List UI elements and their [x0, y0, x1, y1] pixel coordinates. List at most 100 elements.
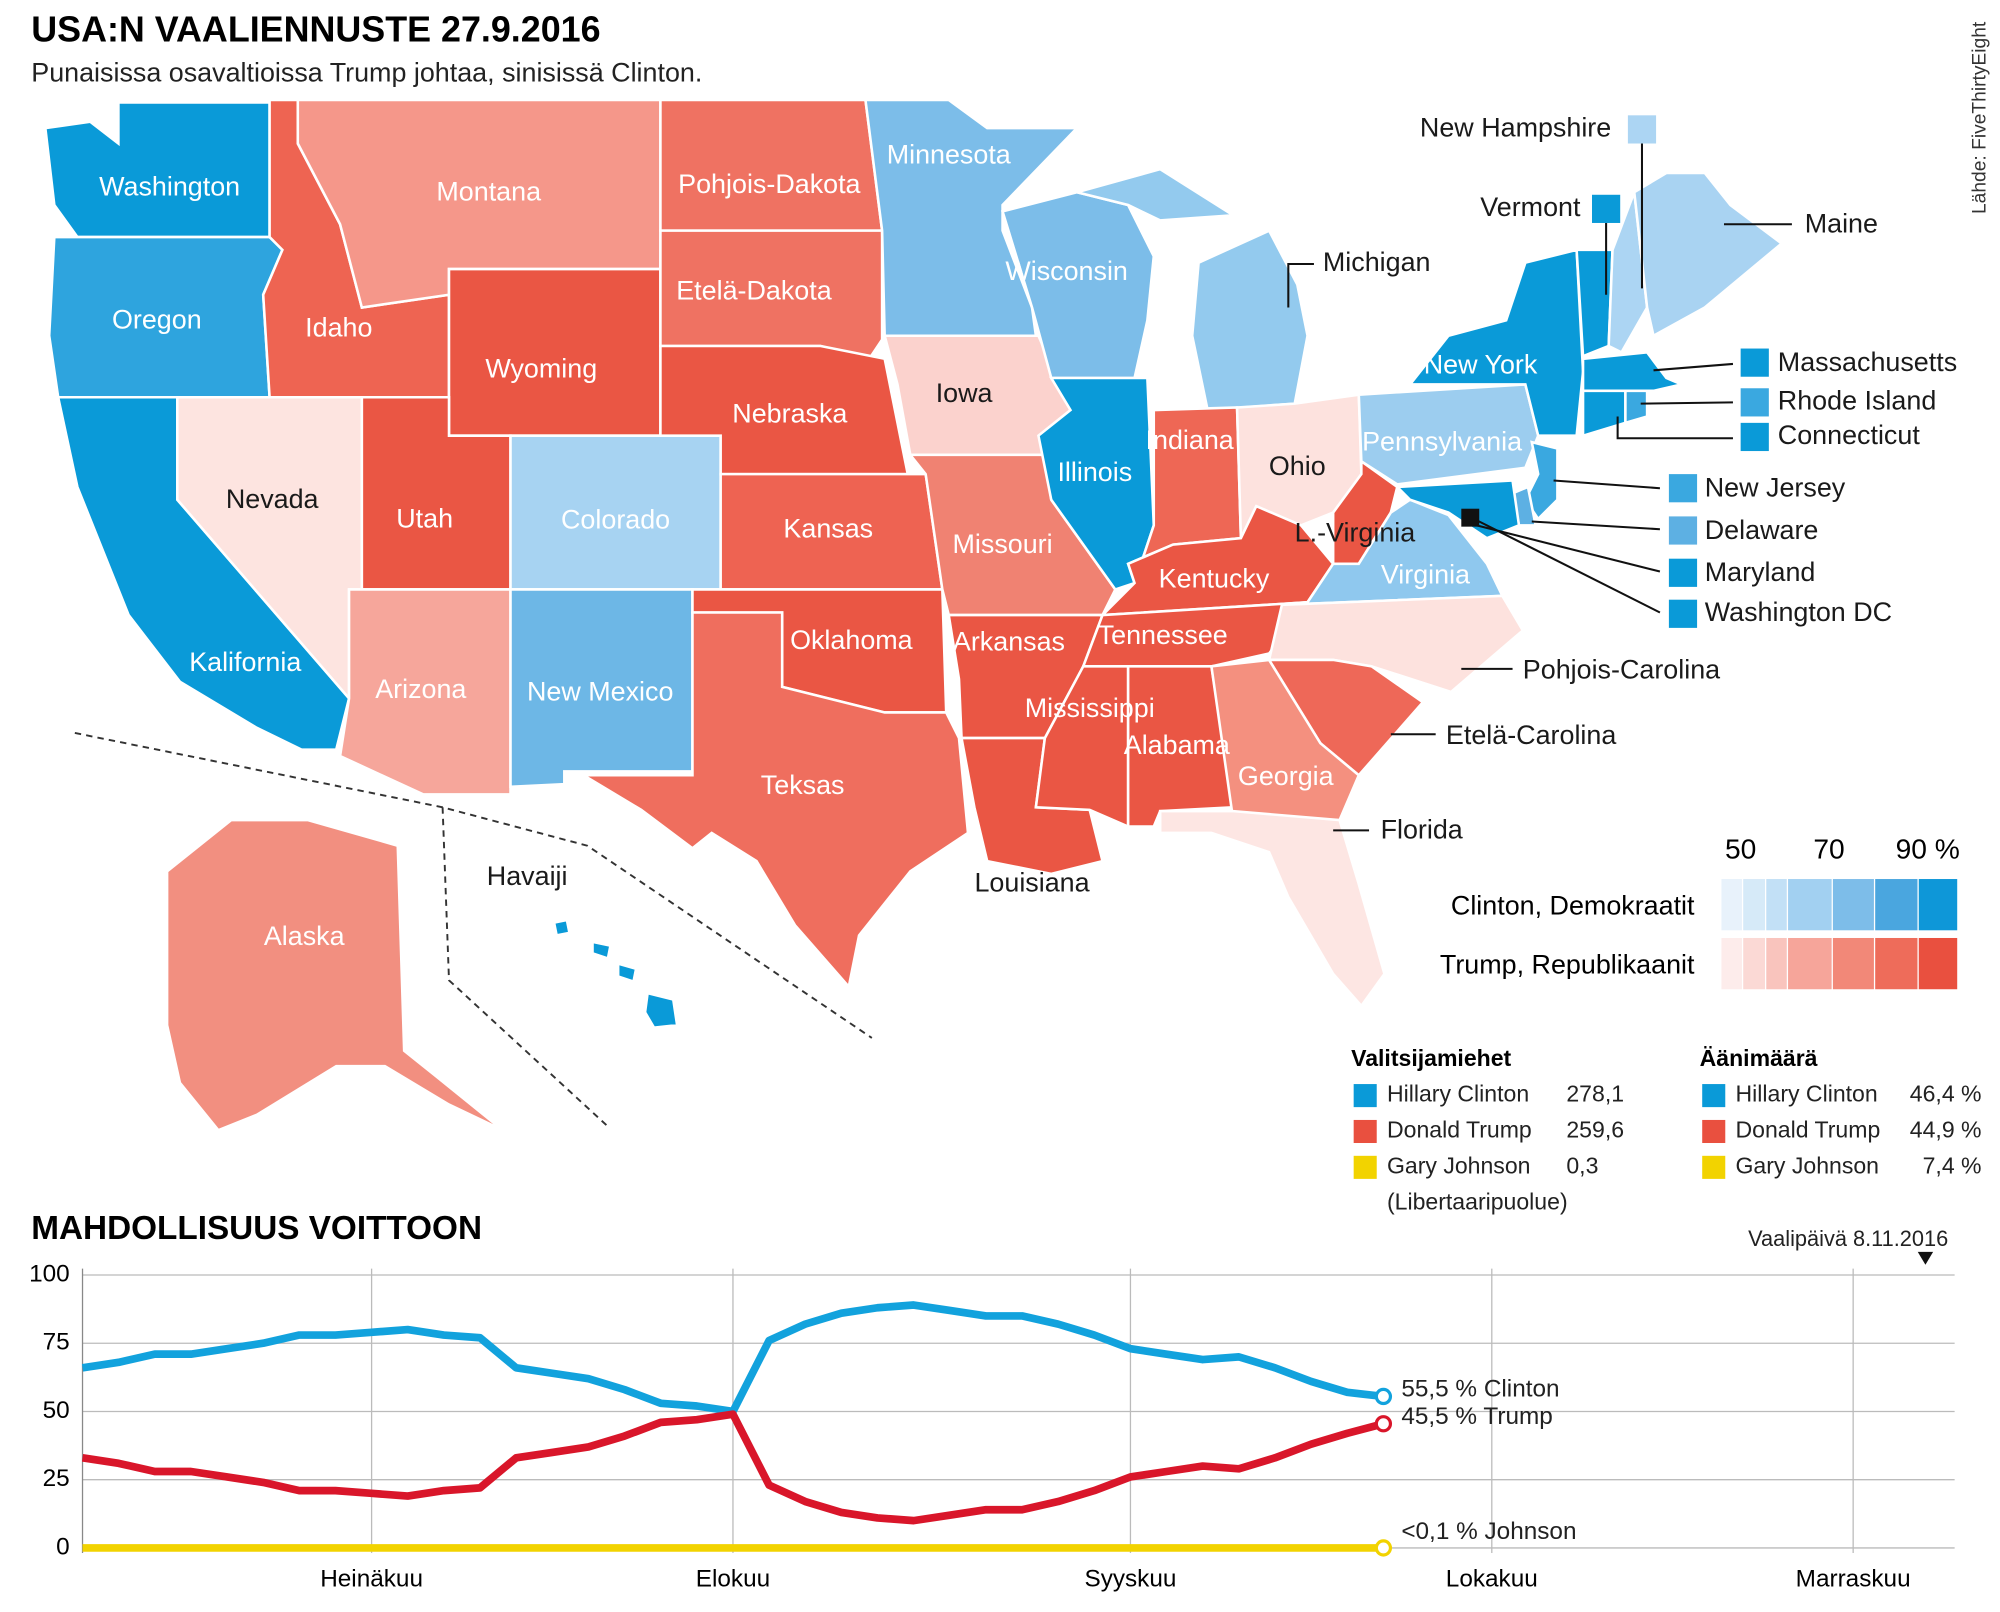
state-swatch [1740, 348, 1769, 377]
table-value: 44,9 % [1910, 1117, 1982, 1143]
state-swatch [1740, 388, 1769, 417]
state-label: Alaska [264, 921, 345, 951]
state-label: Louisiana [974, 867, 1089, 897]
state-swatch [1668, 516, 1698, 545]
state-label: Illinois [1057, 457, 1132, 487]
state-swatch [1592, 194, 1621, 223]
table-swatch [1353, 1119, 1377, 1144]
state-label: Pohjois-Carolina [1523, 655, 1720, 685]
leader-line [1553, 479, 1660, 490]
series-line [81, 1410, 1385, 1525]
state-label: Pennsylvania [1362, 426, 1522, 456]
table-value: 46,4 % [1910, 1081, 1982, 1107]
legend-cell [1721, 937, 1742, 990]
series-label: <0,1 % Johnson [1401, 1518, 1576, 1545]
state-label: New Mexico [527, 676, 673, 706]
annotation: Vaalipäivä 8.11.2016 [1748, 1226, 1948, 1251]
y-tick-label: 100 [29, 1260, 70, 1287]
state-label: Georgia [1238, 761, 1334, 791]
state-label: Oregon [112, 305, 202, 335]
table-name: Donald Trump [1736, 1117, 1881, 1143]
state-swatch [1668, 599, 1698, 628]
state-swatch [1668, 558, 1698, 587]
series-label: 45,5 % Trump [1401, 1403, 1552, 1430]
state-label: Idaho [305, 312, 372, 342]
state [1581, 351, 1686, 393]
state-label: Montana [436, 177, 541, 207]
legend-scale-label: 90 % [1896, 832, 1960, 864]
legend-cell [1832, 937, 1874, 990]
state [1037, 376, 1156, 591]
state-label: Florida [1381, 815, 1463, 845]
state-label: Michigan [1323, 247, 1431, 277]
state-label: Nebraska [732, 398, 847, 428]
state [1581, 389, 1627, 438]
table-name: Gary Johnson [1387, 1152, 1530, 1178]
state-label: Pohjois-Dakota [678, 169, 860, 199]
table-swatch [1702, 1084, 1726, 1108]
leader-line [1653, 362, 1734, 372]
inset-separators [74, 732, 873, 1129]
source: Lähde: FiveThirtyEight [1969, 21, 1990, 214]
series-label: 55,5 % Clinton [1401, 1375, 1559, 1402]
legend-cell [1743, 937, 1765, 990]
state-label: Tennessee [1098, 620, 1228, 650]
state-label: Oklahoma [790, 625, 913, 655]
state-label: Iowa [936, 378, 993, 408]
x-tick-label: Heinäkuu [320, 1565, 423, 1592]
table-swatch [1353, 1155, 1377, 1179]
state-swatch [1627, 115, 1657, 144]
legend-scale-label: 50 [1725, 832, 1756, 864]
state-swatch [1740, 422, 1769, 452]
state-label: Alabama [1124, 730, 1230, 760]
state-label: Arizona [375, 674, 466, 704]
state-label: Massachusetts [1778, 347, 1957, 377]
state-label: Havaiji [487, 861, 568, 891]
state-label: Wyoming [485, 353, 597, 383]
state-label: Kalifornia [189, 647, 301, 677]
state-label: Arkansas [953, 626, 1065, 656]
x-tick-label: Lokakuu [1446, 1565, 1538, 1592]
state [1071, 167, 1309, 412]
leader-line [1616, 416, 1733, 440]
state-swatch [1668, 474, 1698, 503]
state-label: Vermont [1480, 192, 1581, 222]
leader-line [1640, 401, 1733, 405]
x-tick-label: Elokuu [696, 1565, 770, 1592]
state-label: Ohio [1269, 451, 1326, 481]
legend-cell [1788, 937, 1832, 990]
state-label: Kentucky [1159, 564, 1270, 594]
state [447, 267, 662, 437]
state-label: Rhode Island [1778, 385, 1936, 415]
state [863, 98, 1080, 338]
table-swatch [1702, 1155, 1726, 1179]
table-value: 278,1 [1566, 1081, 1624, 1107]
state-label: New York [1424, 350, 1538, 380]
table-title: Valitsijamiehet [1351, 1045, 1511, 1071]
state [1081, 600, 1311, 668]
state [1632, 171, 1784, 338]
state-label: Maryland [1705, 557, 1816, 587]
legend-cell [1788, 879, 1832, 931]
table-value: 7,4 % [1923, 1152, 1982, 1178]
dashed-line [441, 807, 610, 1129]
title: USA:N VAALIENNUSTE 27.9.2016 [31, 10, 600, 50]
line-chart: 0 25 50 75 100 Heinäkuu Elokuu Syyskuu Lokakuu Ma… [29, 1251, 1955, 1592]
state [578, 611, 970, 990]
chart-title: MAHDOLLISUUS VOITTOON [31, 1210, 482, 1247]
state-label: Maine [1805, 209, 1878, 239]
table-title: Äänimäärä [1700, 1045, 1818, 1071]
table-name: Hillary Clinton [1736, 1081, 1878, 1107]
state-label: Wisconsin [1005, 256, 1128, 286]
leader-line [1287, 262, 1314, 308]
y-tick-label: 0 [56, 1533, 70, 1560]
state-label: Connecticut [1778, 420, 1921, 450]
leader-line [1476, 524, 1661, 573]
legend-label: Trump, Republikaanit [1440, 949, 1695, 979]
table-value: 0,3 [1566, 1152, 1598, 1178]
state [1158, 809, 1386, 1008]
table-swatch [1353, 1084, 1377, 1108]
state-label: Minnesota [887, 139, 1011, 169]
table-name: Donald Trump [1387, 1117, 1532, 1143]
